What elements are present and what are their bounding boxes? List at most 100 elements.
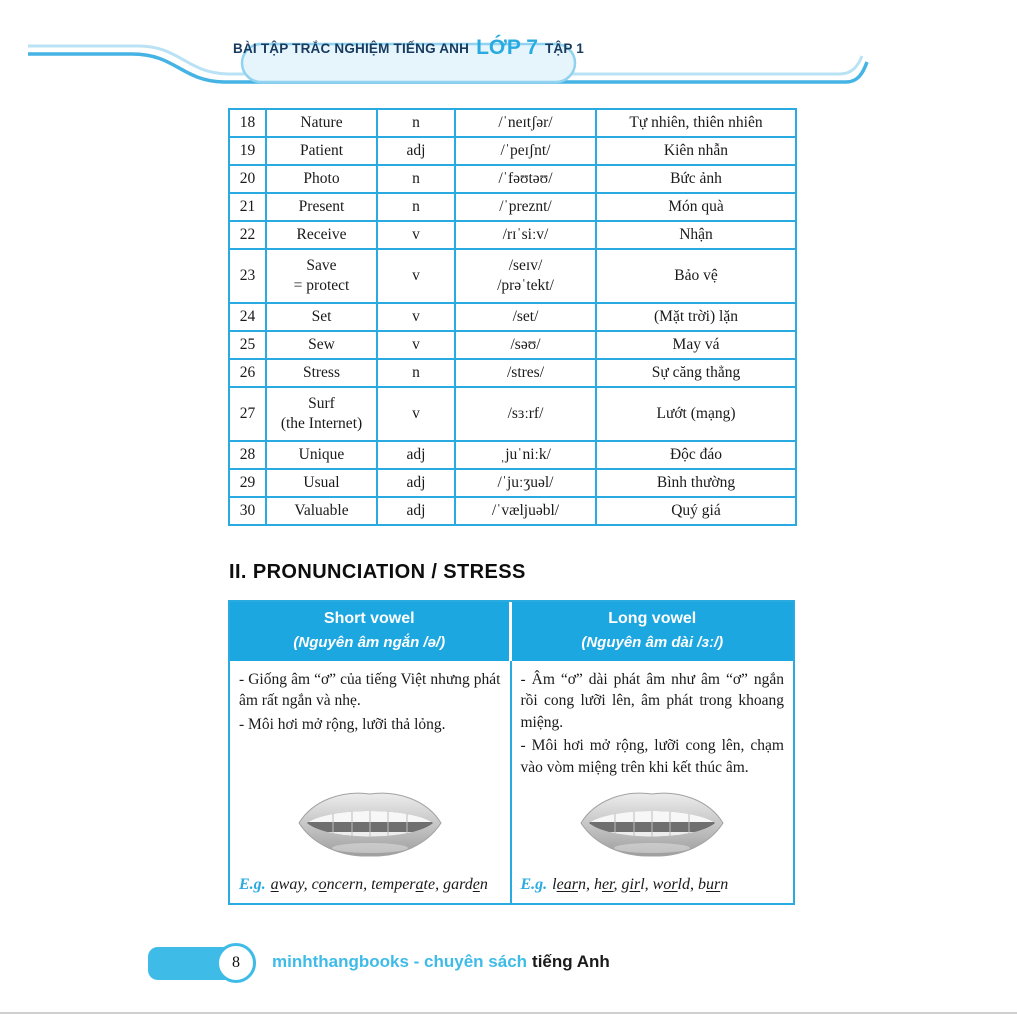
cell-pos: adj	[376, 468, 456, 498]
table-row: 28 Unique adj ˌjuˈniːk/ Độc đáo	[228, 440, 797, 470]
cell-word: Present	[265, 192, 378, 222]
cell-pos: n	[376, 108, 456, 138]
cell-meaning: (Mặt trời) lặn	[595, 302, 797, 332]
cell-no: 29	[228, 468, 267, 498]
cell-pos: n	[376, 192, 456, 222]
cell-no: 24	[228, 302, 267, 332]
cell-meaning: Quý giá	[595, 496, 797, 526]
pronunciation-table-body: - Giống âm “ơ” của tiếng Việt nhưng phát…	[230, 661, 793, 903]
cell-meaning: Độc đáo	[595, 440, 797, 470]
description-line: - Âm “ơ” dài phát âm như âm “ơ” ngắn rồi…	[520, 671, 785, 731]
book-title-banner: BÀI TẬP TRẮC NGHIỆM TIẾNG ANH LỚP 7 TẬP …	[233, 36, 584, 82]
footer-brand: minhthangbooks - chuyên sách tiếng Anh	[272, 952, 610, 972]
page-number: 8	[232, 954, 240, 971]
cell-word: Save = protect	[265, 248, 378, 304]
cell-word: Nature	[265, 108, 378, 138]
mouth-image	[298, 792, 442, 857]
cell-meaning: Bảo vệ	[595, 248, 797, 304]
cell-meaning: Món quà	[595, 192, 797, 222]
cell-no: 25	[228, 330, 267, 360]
cell-ipa: /set/	[454, 302, 597, 332]
book-title-volume: TẬP 1	[544, 41, 584, 56]
cell-word: Set	[265, 302, 378, 332]
cell-ipa: /ˈfəʊtəʊ/	[454, 164, 597, 194]
cell-no: 23	[228, 248, 267, 304]
description-line: - Giống âm “ơ” của tiếng Việt nhưng phát…	[239, 671, 501, 710]
section-heading: II. PRONUNCIATION / STRESS	[229, 561, 526, 583]
cell-no: 19	[228, 136, 267, 166]
cell-pos: n	[376, 164, 456, 194]
cell-pos: v	[376, 248, 456, 304]
cell-ipa: /səʊ/	[454, 330, 597, 360]
short-vowel-description: - Giống âm “ơ” của tiếng Việt nhưng phát…	[230, 661, 510, 735]
cell-word: Usual	[265, 468, 378, 498]
cell-no: 18	[228, 108, 267, 138]
long-vowel-examples: E.g. learn, her, girl, world, burn	[521, 876, 790, 894]
cell-meaning: Lướt (mạng)	[595, 386, 797, 442]
cell-no: 28	[228, 440, 267, 470]
table-row: 25 Sew v /səʊ/ May vá	[228, 330, 797, 360]
cell-ipa: /ˈvæljuəbl/	[454, 496, 597, 526]
pronunciation-table-header: Short vowel (Nguyên âm ngắn /ə/) Long vo…	[230, 602, 793, 661]
cell-meaning: Tự nhiên, thiên nhiên	[595, 108, 797, 138]
cell-pos: v	[376, 220, 456, 250]
cell-pos: adj	[376, 496, 456, 526]
eg-label: E.g.	[520, 876, 548, 893]
long-vowel-title: Long vowel	[608, 610, 697, 627]
cell-no: 27	[228, 386, 267, 442]
cell-no: 22	[228, 220, 267, 250]
short-vowel-subtitle: (Nguyên âm ngắn /ə/)	[293, 634, 446, 651]
page-number-badge: 8	[216, 943, 256, 983]
cell-meaning: Bình thường	[595, 468, 797, 498]
cell-ipa: ˌjuˈniːk/	[454, 440, 597, 470]
cell-no: 21	[228, 192, 267, 222]
table-row: 26 Stress n /stres/ Sự căng thẳng	[228, 358, 797, 388]
table-row: 24 Set v /set/ (Mặt trời) lặn	[228, 302, 797, 332]
cell-meaning: Sự căng thẳng	[595, 358, 797, 388]
cell-word: Photo	[265, 164, 378, 194]
pronunciation-table: Short vowel (Nguyên âm ngắn /ə/) Long vo…	[228, 600, 795, 905]
cell-word: Valuable	[265, 496, 378, 526]
table-row: 20 Photo n /ˈfəʊtəʊ/ Bức ảnh	[228, 164, 797, 194]
cell-word: Surf (the Internet)	[265, 386, 378, 442]
table-row: 27 Surf (the Internet) v /sɜːrf/ Lướt (m…	[228, 386, 797, 442]
cell-meaning: Nhận	[595, 220, 797, 250]
cell-pos: adj	[376, 440, 456, 470]
cell-meaning: Kiên nhẫn	[595, 136, 797, 166]
table-row: 19 Patient adj /ˈpeɪʃnt/ Kiên nhẫn	[228, 136, 797, 166]
cell-ipa: /seɪv/ /prəˈtekt/	[454, 248, 597, 304]
table-row: 23 Save = protect v /seɪv/ /prəˈtekt/ Bả…	[228, 248, 797, 304]
cell-no: 26	[228, 358, 267, 388]
short-vowel-examples: E.g. away, concern, temperate, garden	[239, 876, 506, 894]
short-vowel-cell: - Giống âm “ơ” của tiếng Việt nhưng phát…	[230, 661, 512, 903]
short-vowel-header: Short vowel (Nguyên âm ngắn /ə/)	[230, 602, 512, 661]
cell-ipa: /ˈjuːʒuəl/	[454, 468, 597, 498]
cell-ipa: /stres/	[454, 358, 597, 388]
cell-no: 30	[228, 496, 267, 526]
description-line: - Môi hơi mở rộng, lưỡi cong lên, chạm v…	[520, 737, 785, 776]
book-title-text: BÀI TẬP TRẮC NGHIỆM TIẾNG ANH	[233, 41, 470, 56]
description-line: - Môi hơi mở rộng, lưỡi thả lỏng.	[239, 715, 446, 733]
cell-ipa: /rɪˈsiːv/	[454, 220, 597, 250]
cell-pos: v	[376, 386, 456, 442]
cell-pos: adj	[376, 136, 456, 166]
cell-no: 20	[228, 164, 267, 194]
cell-pos: n	[376, 358, 456, 388]
brand-text: minhthangbooks - chuyên sách	[272, 952, 528, 971]
cell-ipa: /ˈpeɪʃnt/	[454, 136, 597, 166]
cell-ipa: /ˈpreznt/	[454, 192, 597, 222]
table-row: 18 Nature n /ˈneɪtʃər/ Tự nhiên, thiên n…	[228, 108, 797, 138]
long-vowel-header: Long vowel (Nguyên âm dài /ɜː/)	[512, 602, 794, 661]
cell-ipa: /sɜːrf/	[454, 386, 597, 442]
cell-pos: v	[376, 330, 456, 360]
vocabulary-table: 18 Nature n /ˈneɪtʃər/ Tự nhiên, thiên n…	[228, 108, 797, 526]
long-vowel-subtitle: (Nguyên âm dài /ɜː/)	[581, 634, 724, 651]
cell-pos: v	[376, 302, 456, 332]
cell-word: Sew	[265, 330, 378, 360]
eg-label: E.g.	[239, 876, 266, 893]
short-vowel-title: Short vowel	[323, 610, 415, 627]
cell-meaning: May vá	[595, 330, 797, 360]
cell-word: Unique	[265, 440, 378, 470]
cell-word: Receive	[265, 220, 378, 250]
